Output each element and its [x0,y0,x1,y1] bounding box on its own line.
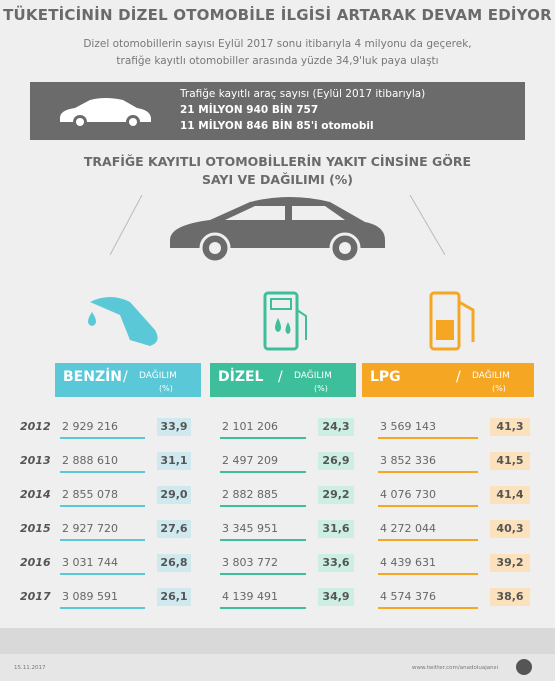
column-header: LPG / DAĞILIM (%) [362,363,534,397]
date: 15.11.2017 [14,665,46,671]
dizel-icon [263,291,307,351]
count: 3 089 591 [62,590,118,603]
underline [378,539,478,541]
underline [378,437,478,439]
underline [220,471,306,473]
separator: / [123,369,128,385]
count: 4 272 044 [380,522,436,535]
underline [220,539,306,541]
car-icon [60,98,151,129]
info-line: 21 MİLYON 940 BİN 757 [180,104,319,116]
count: 2 888 610 [62,454,118,467]
year: 2013 [20,454,51,467]
underline [378,573,478,575]
column-label: DAĞILIM [139,371,177,381]
percent: 38,6 [490,588,530,606]
count: 3 852 336 [380,454,436,467]
column-unit: (%) [314,384,328,393]
percent: 29,2 [318,486,354,504]
subtitle: trafiğe kayıtlı otomobiller arasında yüz… [116,55,439,67]
column-label: DAĞILIM [472,371,510,381]
count: 2 927 720 [62,522,118,535]
count: 3 569 143 [380,420,436,433]
percent: 39,2 [490,554,530,572]
percent: 40,3 [490,520,530,538]
year: 2014 [20,488,51,501]
underline [220,505,306,507]
percent: 41,3 [490,418,530,436]
year: 2017 [20,590,51,603]
count: 2 101 206 [222,420,278,433]
benzin-icon [88,297,158,346]
footer-band [0,628,555,654]
logo [516,659,532,675]
count: 2 855 078 [62,488,118,501]
year: 2012 [20,420,51,433]
percent: 29,0 [157,486,191,504]
underline [60,471,145,473]
percent: 41,4 [490,486,530,504]
source: www.twitter.com/anadoluajansi [412,665,498,671]
underline [60,573,145,575]
column-unit: (%) [492,384,506,393]
info-line: 11 MİLYON 846 BİN 85'i otomobil [180,120,374,132]
percent: 31,1 [157,452,191,470]
separator: / [456,369,461,385]
percent: 34,9 [318,588,354,606]
percent: 33,6 [318,554,354,572]
column-unit: (%) [159,384,173,393]
count: 2 929 216 [62,420,118,433]
lpg-icon [429,291,475,351]
underline [378,471,478,473]
underline [60,505,145,507]
percent: 24,3 [318,418,354,436]
percent: 26,1 [157,588,191,606]
column-name: BENZİN [63,369,123,385]
count: 4 574 376 [380,590,436,603]
count: 2 497 209 [222,454,278,467]
percent: 27,6 [157,520,191,538]
section-title: SAYI VE DAĞILIMI (%) [201,172,354,187]
count: 4 139 491 [222,590,278,603]
underline [378,607,478,609]
percent: 41,5 [490,452,530,470]
count: 3 031 744 [62,556,118,569]
count: 3 803 772 [222,556,278,569]
footer-bar [0,654,555,681]
subtitle: Dizel otomobillerin sayısı Eylül 2017 so… [83,38,472,50]
underline [60,607,145,609]
underline [60,437,145,439]
percent: 33,9 [157,418,191,436]
percent: 31,6 [318,520,354,538]
section-title: TRAFİĞE KAYITLI OTOMOBİLLERİN YAKIT CİNS… [83,154,472,169]
column-header: DİZEL / DAĞILIM (%) [210,363,356,397]
count: 3 345 951 [222,522,278,535]
underline [378,505,478,507]
title: TÜKETİCİNİN DİZEL OTOMOBİLE İLGİSİ ARTAR… [3,6,552,24]
underline [220,437,306,439]
count: 2 882 885 [222,488,278,501]
count: 4 076 730 [380,488,436,501]
column-label: DAĞILIM [294,371,332,381]
underline [60,539,145,541]
percent: 26,8 [157,554,191,572]
column-name: LPG [370,369,401,385]
illustration [109,194,446,264]
count: 4 439 631 [380,556,436,569]
year: 2016 [20,556,51,569]
percent: 26,9 [318,452,354,470]
year: 2015 [20,522,51,535]
column-name: DİZEL [218,369,264,385]
info-line: Trafiğe kayıtlı araç sayısı (Eylül 2017 … [180,88,426,100]
underline [220,607,306,609]
separator: / [278,369,283,385]
underline [220,573,306,575]
column-header: BENZİN / DAĞILIM (%) [55,363,201,397]
